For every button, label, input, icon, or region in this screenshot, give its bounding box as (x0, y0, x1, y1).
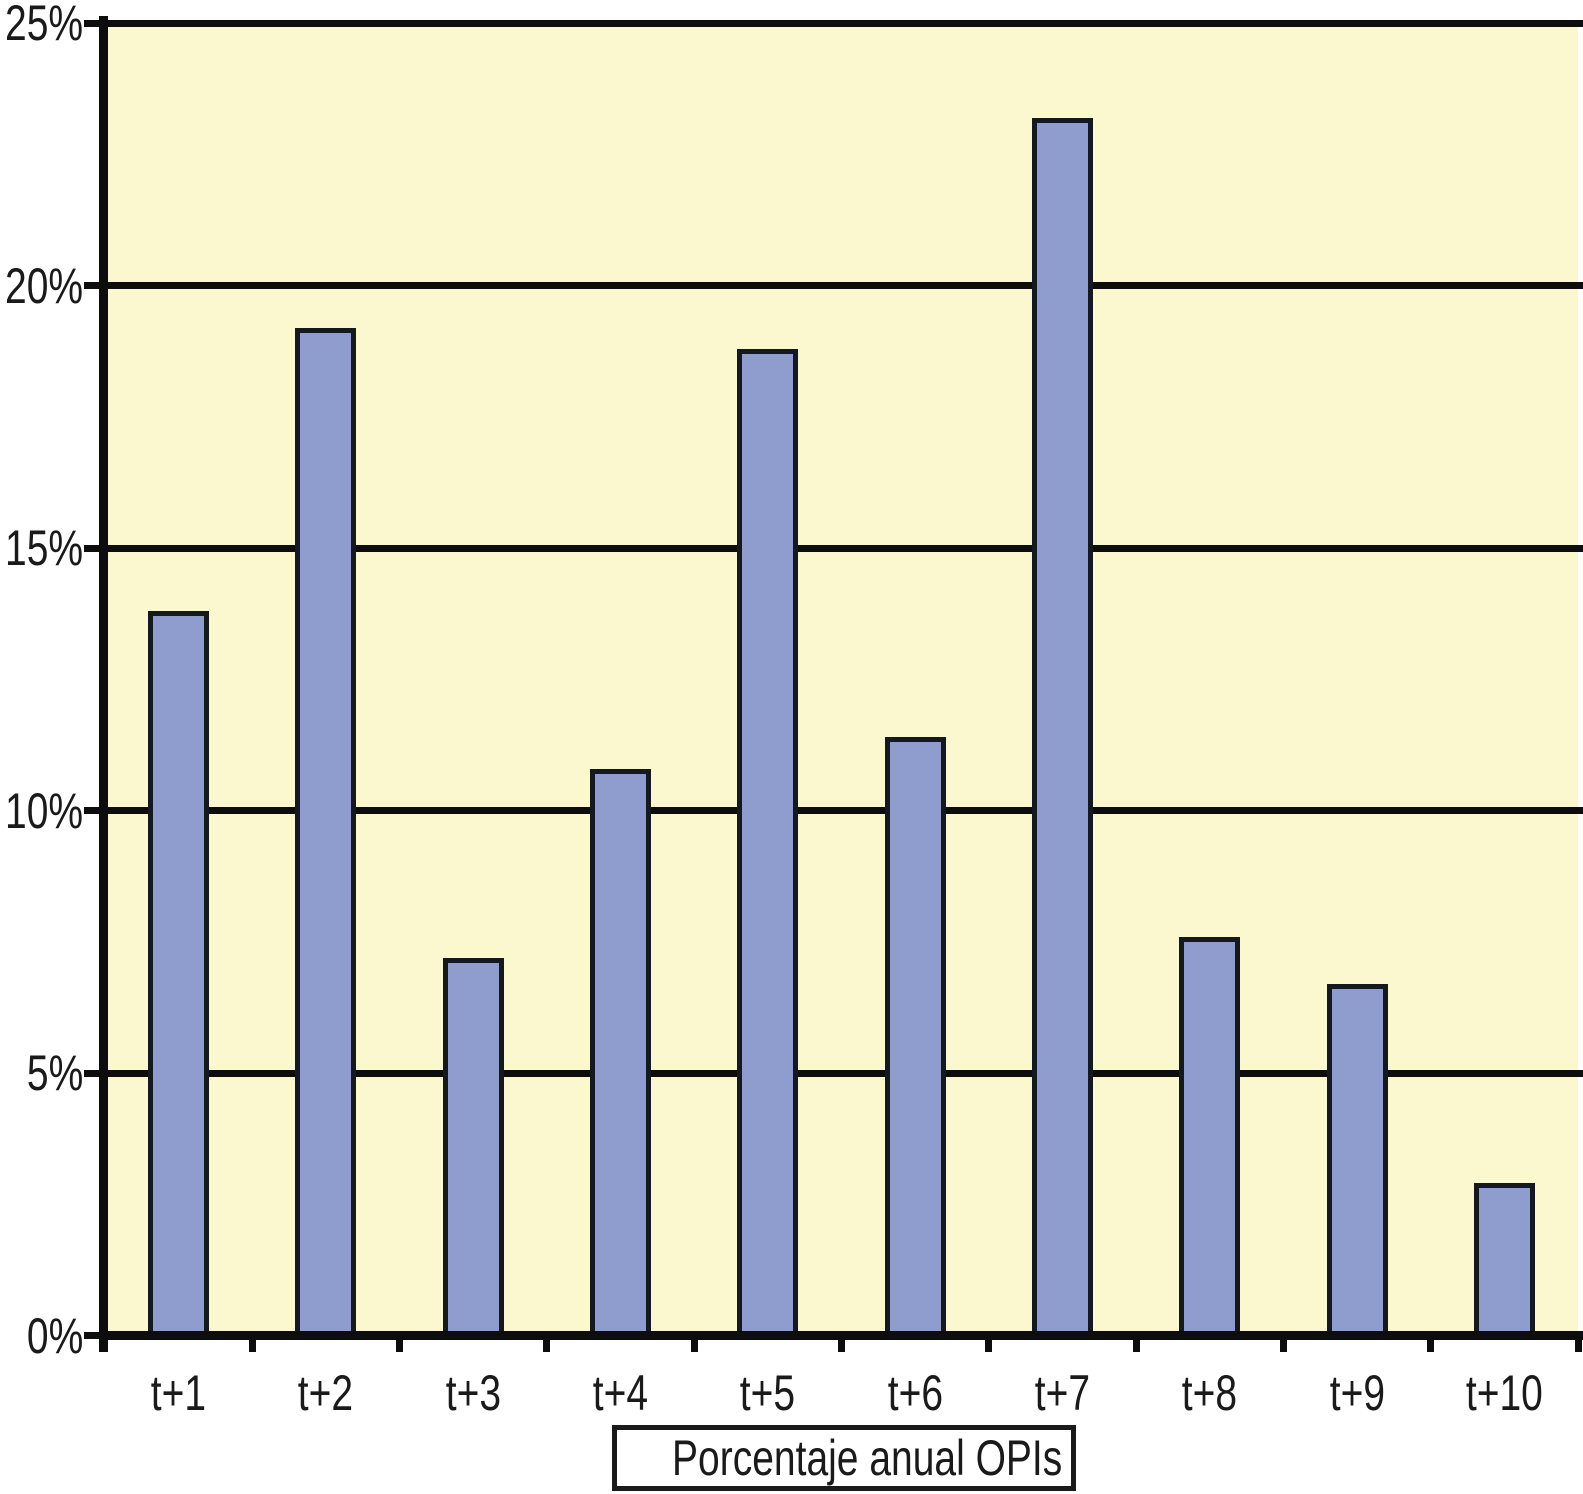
y-tick-label-text: 0% (26, 1307, 83, 1364)
y-tick-label: 0% (0, 1311, 83, 1361)
gridline (105, 544, 1583, 552)
x-tick-label: t+8 (1130, 1368, 1290, 1418)
x-tick-label: t+4 (541, 1368, 701, 1418)
caption-box: Porcentaje anual OPIs (612, 1425, 1076, 1491)
x-tick-label-text: t+3 (445, 1365, 501, 1421)
bar-t-plus-8 (1179, 936, 1241, 1340)
bar-t-plus-6 (884, 737, 946, 1340)
gridline (105, 19, 1583, 27)
bar-t-plus-4 (590, 768, 652, 1340)
x-tick-label-text: t+7 (1034, 1365, 1091, 1421)
x-tick-label-text: t+6 (887, 1365, 943, 1421)
caption-text: Porcentaje anual OPIs (672, 1430, 1063, 1486)
x-tick-label-text: t+5 (740, 1365, 796, 1421)
bar-t-plus-1 (148, 611, 210, 1340)
y-tick-label: 25% (0, 0, 83, 48)
x-tick-label: t+2 (246, 1368, 406, 1418)
bar-t-plus-10 (1473, 1183, 1535, 1340)
x-tick-label: t+7 (982, 1368, 1142, 1418)
y-tick-label: 10% (0, 786, 83, 836)
y-tick-mark (84, 282, 100, 289)
x-tick-label-text: t+1 (150, 1365, 207, 1421)
x-tick-label: t+1 (99, 1368, 259, 1418)
x-tick-label: t+6 (835, 1368, 995, 1418)
x-tick-mark (1427, 1338, 1435, 1352)
x-tick-mark (838, 1338, 845, 1352)
x-tick-mark (543, 1338, 551, 1352)
y-tick-label: 20% (0, 261, 83, 311)
x-tick-mark (690, 1338, 698, 1352)
x-tick-label-text: t+2 (298, 1365, 354, 1421)
x-tick-mark (1574, 1338, 1582, 1352)
y-tick-label: 5% (0, 1048, 83, 1098)
gridline (105, 807, 1583, 814)
y-tick-mark (84, 19, 100, 27)
x-tick-mark (248, 1338, 256, 1352)
y-tick-mark (84, 1069, 100, 1077)
y-tick-label-text: 5% (26, 1045, 83, 1101)
x-tick-label: t+5 (688, 1368, 848, 1418)
y-tick-label-text: 20% (4, 257, 83, 314)
y-tick-mark (84, 544, 100, 552)
y-tick-label-text: 25% (4, 0, 83, 51)
bar-t-plus-9 (1326, 983, 1388, 1340)
x-tick-mark (396, 1338, 404, 1352)
x-tick-mark (1132, 1338, 1140, 1352)
x-axis-line (99, 1331, 1583, 1340)
gridline (105, 282, 1583, 289)
x-tick-label-text: t+8 (1182, 1365, 1238, 1421)
y-tick-mark (84, 807, 100, 814)
y-tick-label: 15% (0, 523, 83, 573)
y-tick-mark (84, 1332, 100, 1339)
y-tick-label-text: 15% (4, 520, 83, 576)
gridline (105, 1069, 1583, 1077)
x-tick-label-text: t+9 (1329, 1365, 1385, 1421)
bar-t-plus-3 (442, 957, 504, 1340)
x-tick-mark (1279, 1338, 1287, 1352)
bar-t-plus-2 (295, 327, 357, 1340)
x-tick-label-text: t+4 (592, 1365, 649, 1421)
x-tick-label-text: t+10 (1465, 1365, 1543, 1421)
y-axis-line (99, 16, 108, 1352)
y-tick-label-text: 10% (4, 782, 83, 839)
x-tick-label: t+9 (1277, 1368, 1437, 1418)
x-tick-label: t+10 (1424, 1368, 1583, 1418)
x-tick-label: t+3 (393, 1368, 553, 1418)
bar-t-plus-7 (1031, 117, 1093, 1340)
bar-t-plus-5 (737, 348, 799, 1340)
x-tick-mark (985, 1338, 993, 1352)
